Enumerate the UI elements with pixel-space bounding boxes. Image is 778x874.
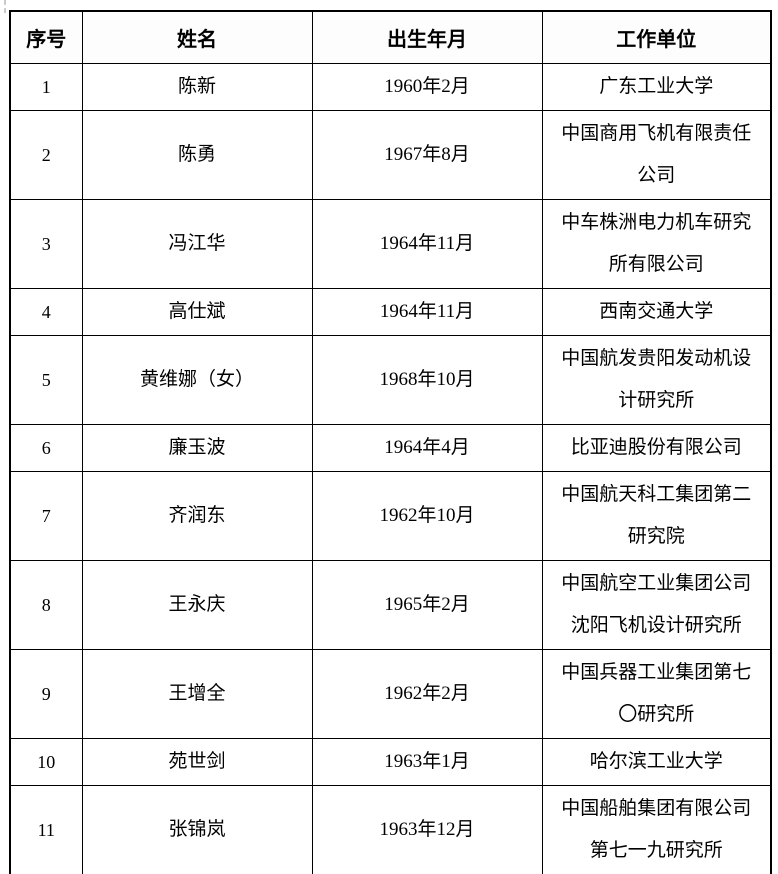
cell-org: 中国商用飞机有限责任 公司 — [541, 110, 772, 200]
cell-birth: 1968年10月 — [311, 335, 543, 425]
cell-seq: 4 — [9, 288, 83, 336]
cell-birth: 1965年2月 — [311, 560, 543, 650]
cell-org: 中车株洲电力机车研究 所有限公司 — [541, 199, 772, 289]
table-row: 4 高仕斌 1964年11月 西南交通大学 — [9, 288, 772, 336]
header-birth: 出生年月 — [311, 10, 543, 64]
table-row: 2 陈勇 1967年8月 中国商用飞机有限责任 公司 — [9, 110, 772, 200]
table-header: 序号 姓名 出生年月 工作单位 — [9, 10, 772, 64]
table-row: 6 廉玉波 1964年4月 比亚迪股份有限公司 — [9, 424, 772, 472]
cell-birth: 1964年4月 — [311, 424, 543, 472]
cell-birth: 1960年2月 — [311, 63, 543, 111]
cell-seq: 11 — [9, 785, 83, 874]
cell-name: 王增全 — [81, 649, 313, 739]
cell-seq: 10 — [9, 738, 83, 786]
cell-name: 冯江华 — [81, 199, 313, 289]
table-row: 1 陈新 1960年2月 广东工业大学 — [9, 63, 772, 111]
cell-birth: 1963年1月 — [311, 738, 543, 786]
cell-name: 廉玉波 — [81, 424, 313, 472]
cell-name: 苑世剑 — [81, 738, 313, 786]
cell-birth: 1967年8月 — [311, 110, 543, 200]
cell-org: 中国船舶集团有限公司 第七一九研究所 — [541, 785, 772, 874]
people-table: 序号 姓名 出生年月 工作单位 1 陈新 1960年2月 广东工业大学 2 陈勇 1967年… — [9, 10, 772, 874]
table-body: 1 陈新 1960年2月 广东工业大学 2 陈勇 1967年8月 中国商用飞机有限责任 公司 3… — [9, 63, 772, 874]
cell-seq: 5 — [9, 335, 83, 425]
cell-name: 张锦岚 — [81, 785, 313, 874]
cell-name: 陈新 — [81, 63, 313, 111]
table-row: 9 王增全 1962年2月 中国兵器工业集团第七 〇研究所 — [9, 649, 772, 739]
cell-seq: 9 — [9, 649, 83, 739]
table-row: 11 张锦岚 1963年12月 中国船舶集团有限公司 第七一九研究所 — [9, 785, 772, 874]
table-row: 7 齐润东 1962年10月 中国航天科工集团第二 研究院 — [9, 471, 772, 561]
cell-seq: 7 — [9, 471, 83, 561]
cell-birth: 1964年11月 — [311, 288, 543, 336]
cell-name: 陈勇 — [81, 110, 313, 200]
cell-name: 王永庆 — [81, 560, 313, 650]
cell-org: 比亚迪股份有限公司 — [541, 424, 772, 472]
table-row: 3 冯江华 1964年11月 中车株洲电力机车研究 所有限公司 — [9, 199, 772, 289]
header-name: 姓名 — [81, 10, 313, 64]
table-row: 8 王永庆 1965年2月 中国航空工业集团公司 沈阳飞机设计研究所 — [9, 560, 772, 650]
cell-org: 中国航天科工集团第二 研究院 — [541, 471, 772, 561]
cell-name: 齐润东 — [81, 471, 313, 561]
cell-seq: 8 — [9, 560, 83, 650]
cell-org: 中国航空工业集团公司 沈阳飞机设计研究所 — [541, 560, 772, 650]
cell-seq: 3 — [9, 199, 83, 289]
header-org: 工作单位 — [541, 10, 772, 64]
table-row: 5 黄维娜（女） 1968年10月 中国航发贵阳发动机设 计研究所 — [9, 335, 772, 425]
cell-seq: 2 — [9, 110, 83, 200]
cell-org: 西南交通大学 — [541, 288, 772, 336]
header-row: 序号 姓名 出生年月 工作单位 — [9, 10, 772, 64]
cell-name: 黄维娜（女） — [81, 335, 313, 425]
cell-org: 哈尔滨工业大学 — [541, 738, 772, 786]
table-row: 10 苑世剑 1963年1月 哈尔滨工业大学 — [9, 738, 772, 786]
cell-birth: 1962年2月 — [311, 649, 543, 739]
header-seq: 序号 — [9, 10, 83, 64]
cell-org: 中国兵器工业集团第七 〇研究所 — [541, 649, 772, 739]
cell-org: 广东工业大学 — [541, 63, 772, 111]
cell-seq: 1 — [9, 63, 83, 111]
cell-org: 中国航发贵阳发动机设 计研究所 — [541, 335, 772, 425]
cell-seq: 6 — [9, 424, 83, 472]
cell-name: 高仕斌 — [81, 288, 313, 336]
cell-birth: 1962年10月 — [311, 471, 543, 561]
margin-mark — [4, 0, 6, 13]
cell-birth: 1963年12月 — [311, 785, 543, 874]
cell-birth: 1964年11月 — [311, 199, 543, 289]
